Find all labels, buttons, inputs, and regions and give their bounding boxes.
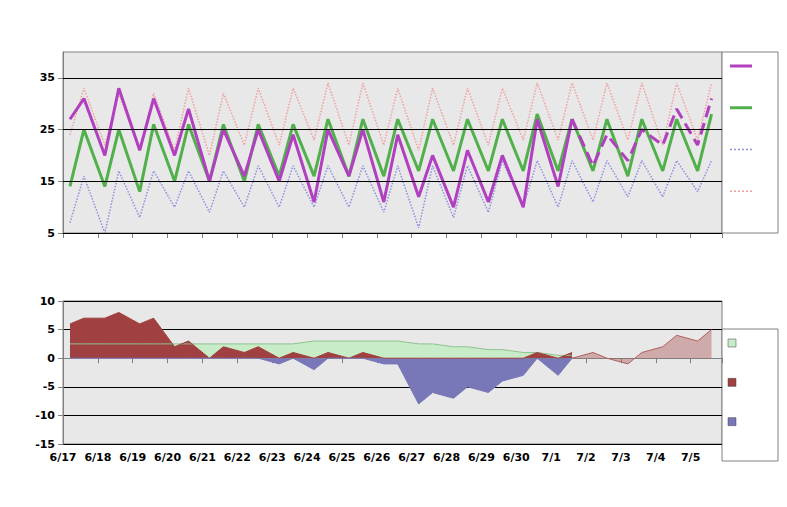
svg-text:6/20: 6/20: [154, 451, 181, 464]
svg-text:6/18: 6/18: [84, 451, 111, 464]
svg-text:0: 0: [47, 352, 55, 365]
svg-text:6/22: 6/22: [224, 451, 251, 464]
svg-text:35: 35: [40, 71, 55, 84]
svg-text:-15: -15: [35, 438, 55, 451]
svg-text:10: 10: [40, 295, 56, 308]
svg-text:6/27: 6/27: [398, 451, 425, 464]
svg-text:6/30: 6/30: [503, 451, 530, 464]
svg-text:15: 15: [40, 175, 55, 188]
svg-text:-5: -5: [43, 380, 55, 393]
svg-text:6/28: 6/28: [433, 451, 460, 464]
svg-text:6/29: 6/29: [468, 451, 495, 464]
svg-text:7/5: 7/5: [681, 451, 700, 464]
svg-text:7/2: 7/2: [576, 451, 595, 464]
svg-text:7/4: 7/4: [646, 451, 666, 464]
svg-text:6/19: 6/19: [119, 451, 146, 464]
svg-text:7/3: 7/3: [611, 451, 630, 464]
svg-text:5: 5: [47, 323, 55, 336]
svg-text:6/17: 6/17: [50, 451, 77, 464]
svg-text:-10: -10: [35, 409, 55, 422]
svg-text:5: 5: [47, 227, 55, 240]
svg-text:6/23: 6/23: [259, 451, 286, 464]
svg-text:6/21: 6/21: [189, 451, 216, 464]
svg-text:6/24: 6/24: [294, 451, 321, 464]
svg-text:6/26: 6/26: [363, 451, 390, 464]
svg-text:25: 25: [40, 123, 55, 136]
svg-text:6/25: 6/25: [328, 451, 355, 464]
svg-text:7/1: 7/1: [541, 451, 560, 464]
